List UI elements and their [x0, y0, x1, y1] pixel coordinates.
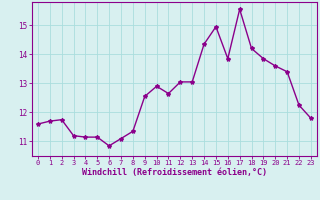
X-axis label: Windchill (Refroidissement éolien,°C): Windchill (Refroidissement éolien,°C): [82, 168, 267, 177]
